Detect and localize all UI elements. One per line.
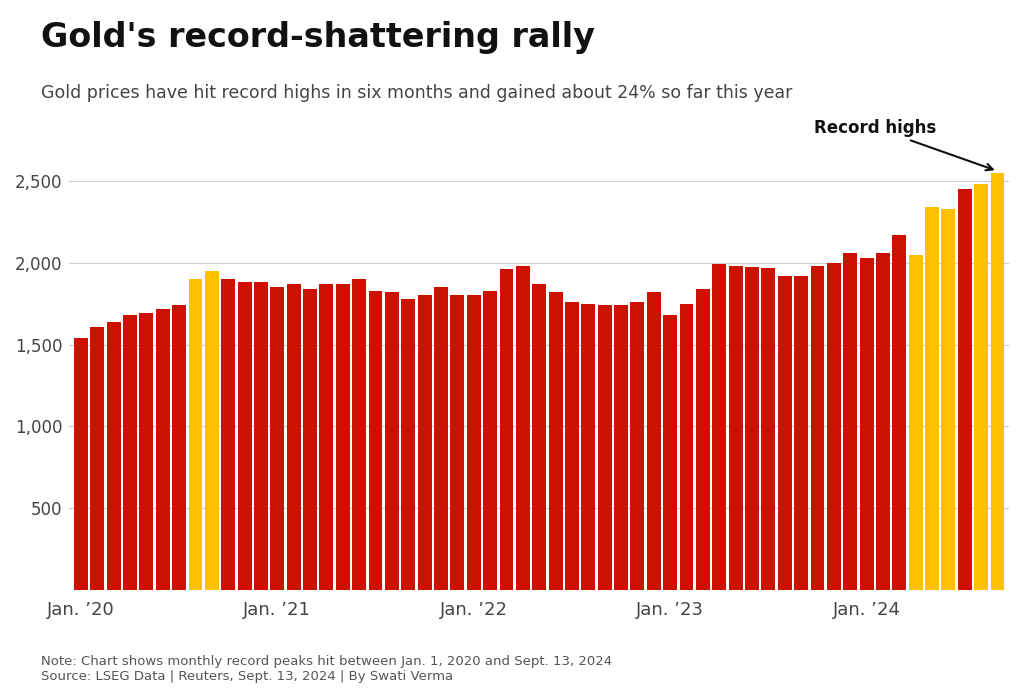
Text: Gold prices have hit record highs in six months and gained about 24% so far this: Gold prices have hit record highs in six… [41,84,793,102]
Bar [892,235,906,590]
Bar [974,184,988,590]
Bar [352,279,367,590]
Bar [270,287,285,590]
Bar [74,338,88,590]
Bar [188,279,203,590]
Bar [532,284,546,590]
Bar [908,254,923,590]
Bar [844,253,857,590]
Bar [745,267,759,590]
Bar [549,292,562,590]
Bar [369,291,383,590]
Text: Gold's record-shattering rally: Gold's record-shattering rally [41,21,595,54]
Bar [565,302,579,590]
Bar [401,299,415,590]
Bar [336,284,350,590]
Bar [287,284,301,590]
Bar [205,271,219,590]
Bar [664,315,677,590]
Bar [795,276,808,590]
Bar [385,292,399,590]
Bar [319,284,334,590]
Bar [647,292,660,590]
Bar [941,208,955,590]
Bar [90,327,104,590]
Bar [957,189,972,590]
Bar [106,322,121,590]
Bar [990,173,1005,590]
Bar [418,296,431,590]
Bar [123,315,137,590]
Bar [614,305,628,590]
Text: Note: Chart shows monthly record peaks hit between Jan. 1, 2020 and Sept. 13, 20: Note: Chart shows monthly record peaks h… [41,655,612,683]
Bar [598,305,611,590]
Bar [172,305,186,590]
Bar [631,302,644,590]
Bar [139,313,154,590]
Bar [811,266,824,590]
Bar [696,289,710,590]
Bar [451,296,464,590]
Bar [221,279,236,590]
Bar [483,291,497,590]
Bar [500,269,513,590]
Bar [762,268,775,590]
Bar [254,282,268,590]
Bar [729,266,742,590]
Bar [925,207,939,590]
Bar [303,289,317,590]
Bar [516,266,529,590]
Bar [680,304,693,590]
Bar [859,258,873,590]
Bar [238,282,252,590]
Bar [778,276,792,590]
Bar [827,263,841,590]
Bar [876,253,890,590]
Text: Record highs: Record highs [814,118,992,170]
Bar [156,309,170,590]
Bar [434,287,447,590]
Bar [713,264,726,590]
Bar [467,296,480,590]
Bar [582,304,595,590]
